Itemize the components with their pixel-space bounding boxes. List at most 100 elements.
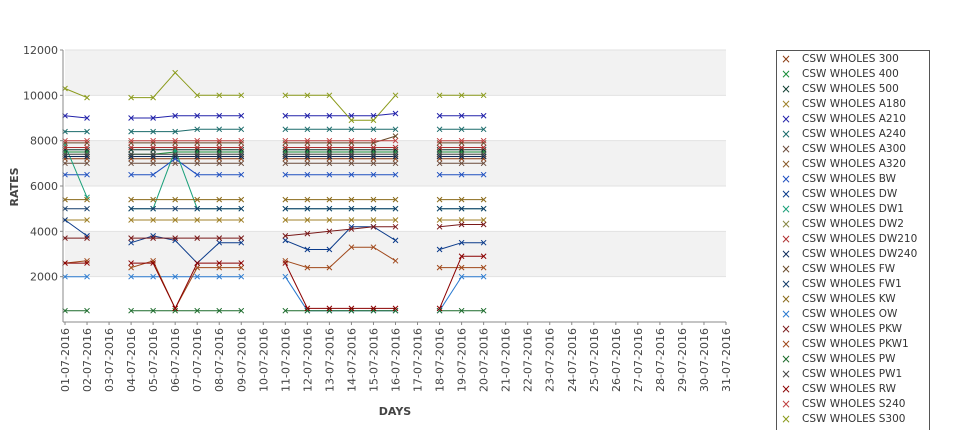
data-point (326, 246, 333, 253)
data-point (304, 160, 311, 167)
data-point (480, 205, 487, 212)
legend-marker-icon: × (781, 337, 792, 351)
data-point (172, 273, 179, 280)
data-point (436, 112, 443, 119)
data-point (84, 233, 90, 239)
data-point (458, 205, 465, 212)
data-point (370, 307, 377, 314)
data-point (348, 146, 355, 153)
data-point (480, 151, 487, 158)
data-point (436, 153, 443, 160)
data-point (304, 92, 311, 99)
data-point (304, 146, 311, 153)
data-point (370, 140, 377, 146)
legend-item: × CSW WHOLES S300 (777, 412, 927, 427)
x-tick-label: 22-07-2016 (522, 328, 535, 392)
series-5 (62, 110, 487, 121)
data-point (480, 273, 487, 280)
legend-marker-icon: × (781, 172, 792, 186)
legend-marker-icon: × (781, 82, 792, 96)
data-point (84, 260, 90, 266)
data-point (150, 273, 156, 280)
data-point (128, 146, 134, 153)
data-point (84, 194, 90, 201)
data-point (216, 126, 223, 133)
data-point (128, 115, 134, 121)
data-point (370, 171, 377, 178)
data-point (172, 69, 179, 76)
data-point (84, 149, 90, 155)
data-point (392, 160, 399, 167)
data-point (150, 137, 156, 144)
data-point (84, 94, 90, 101)
data-point (326, 305, 333, 312)
data-point (216, 149, 223, 155)
data-point (458, 160, 465, 167)
legend-marker-icon: × (781, 232, 792, 246)
data-point (84, 140, 90, 146)
data-point (436, 205, 443, 212)
data-point (194, 196, 201, 203)
data-point (282, 92, 289, 99)
x-tick-label: 09-07-2016 (235, 328, 248, 392)
data-point (326, 264, 333, 271)
data-point (150, 146, 156, 153)
data-point (128, 128, 134, 135)
data-point (436, 149, 443, 155)
data-point (326, 196, 333, 203)
legend-marker-icon: × (781, 307, 792, 321)
legend-label: CSW WHOLES PW1 (802, 368, 903, 380)
x-tick-label: 15-07-2016 (367, 328, 380, 392)
data-point (238, 140, 245, 146)
data-point (238, 155, 245, 162)
data-point (436, 140, 443, 146)
legend-item: × CSW WHOLES BW (777, 172, 927, 187)
data-point (84, 115, 90, 121)
data-point (194, 146, 201, 153)
data-point (172, 146, 179, 153)
data-point (84, 128, 90, 135)
data-point (458, 171, 465, 178)
data-point (84, 307, 90, 314)
x-tick-label: 17-07-2016 (412, 328, 425, 392)
data-point (304, 153, 311, 160)
data-point (194, 140, 201, 146)
x-tick-label: 27-07-2016 (632, 328, 645, 392)
x-tick-label: 25-07-2016 (588, 328, 601, 392)
x-tick-label: 18-07-2016 (434, 328, 447, 392)
data-point (348, 160, 355, 167)
data-point (436, 151, 443, 158)
data-point (194, 307, 201, 314)
data-point (172, 305, 179, 312)
data-point (150, 260, 156, 266)
data-point (282, 137, 289, 144)
data-point (216, 92, 223, 99)
data-point (282, 126, 289, 133)
y-axis-title: RATES (8, 167, 21, 206)
data-point (150, 160, 156, 167)
data-point (480, 171, 487, 178)
legend-item: × CSW WHOLES PKW (777, 322, 927, 337)
data-point (128, 273, 134, 280)
data-point (150, 257, 156, 264)
x-tick-label: 07-07-2016 (191, 328, 204, 392)
data-point (150, 140, 156, 146)
data-point (480, 307, 487, 314)
data-point (326, 146, 333, 153)
data-point (216, 273, 223, 280)
data-point (348, 151, 355, 158)
data-point (326, 205, 333, 212)
data-point (172, 307, 179, 314)
data-point (370, 112, 377, 119)
legend-label: CSW WHOLES A300 (802, 143, 906, 155)
series-line (65, 224, 484, 239)
y-tick-labels: 2000 4000 6000 8000 10000 12000 (23, 44, 63, 284)
x-tick-label: 01-07-2016 (59, 328, 72, 392)
data-point (84, 217, 90, 223)
data-point (304, 305, 311, 312)
legend-marker-icon: × (781, 142, 792, 156)
data-point (282, 140, 289, 146)
data-point (282, 307, 289, 314)
data-point (436, 144, 443, 151)
data-point (216, 153, 223, 160)
